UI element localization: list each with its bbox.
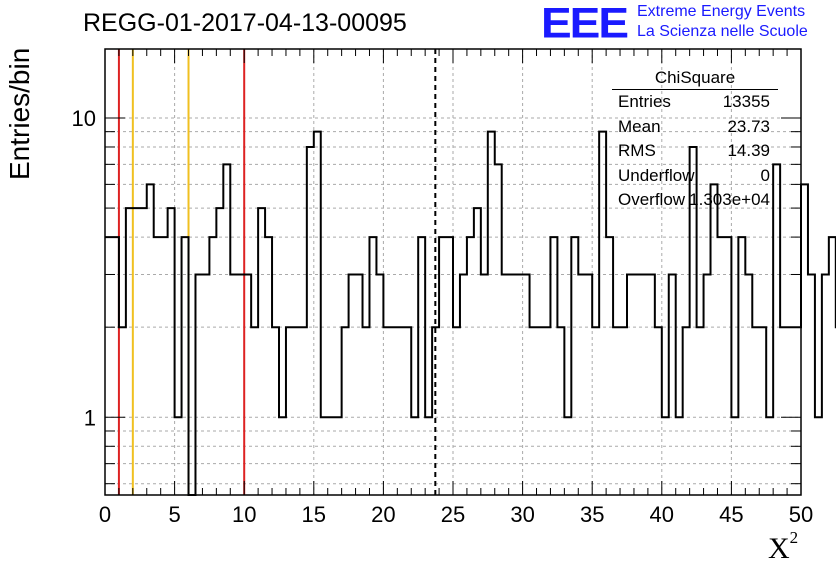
y-tick-label: 1 <box>84 405 96 430</box>
stats-value: 0 <box>760 165 770 185</box>
stats-row-underflow: Underflow 0 <box>612 164 778 189</box>
run-title: REGG-01-2017-04-13-00095 <box>83 9 407 37</box>
marker-lines <box>117 49 437 495</box>
stats-row-rms: RMS 14.39 <box>612 139 778 164</box>
x-tick-label: 10 <box>232 502 256 527</box>
stats-label: Overflow <box>618 190 686 209</box>
x-tick-label: 45 <box>719 502 743 527</box>
x-tick-label: 5 <box>168 502 180 527</box>
x-tick-label: 15 <box>302 502 326 527</box>
stats-title: ChiSquare <box>612 68 778 90</box>
tick-labels: 0 5 10 15 20 25 30 35 40 45 50 1 10 <box>72 106 814 527</box>
stats-label: Entries <box>618 92 671 111</box>
stats-value: 14.39 <box>727 141 770 160</box>
stats-value: 13355 <box>722 92 770 111</box>
x-tick-label: 25 <box>441 502 465 527</box>
stats-value: 23.73 <box>727 116 770 136</box>
y-tick-label: 10 <box>72 106 96 131</box>
stats-row-overflow: Overflow 1.303e+04 <box>612 188 778 213</box>
logo-caption-line1: Extreme Energy Events <box>637 3 806 20</box>
axis-ticks <box>104 49 802 495</box>
stats-label: RMS <box>618 141 656 160</box>
x-tick-label: 30 <box>510 502 534 527</box>
stats-row-mean: Mean 23.73 <box>612 115 778 140</box>
x-axis-label: X2 <box>768 528 798 566</box>
x-tick-label: 40 <box>650 502 674 527</box>
x-tick-label: 35 <box>580 502 604 527</box>
stats-label: Mean <box>618 116 661 136</box>
eee-logo: EEE <box>541 0 629 47</box>
y-axis-label: Entries/bin <box>4 47 35 180</box>
histogram-outline <box>105 130 836 496</box>
x-axis-label-base: X <box>768 532 790 565</box>
stats-value: 1.303e+04 <box>689 190 770 209</box>
logo-caption-line2: La Scienza nelle Scuole <box>637 23 808 40</box>
x-tick-label: 0 <box>99 502 111 527</box>
stats-box: ChiSquare Entries 13355 Mean 23.73 RMS 14.3… <box>612 68 778 213</box>
stats-row-entries: Entries 13355 <box>612 90 778 115</box>
x-tick-label: 20 <box>371 502 395 527</box>
x-tick-label: 50 <box>789 502 813 527</box>
stats-label: Underflow <box>618 165 695 185</box>
x-axis-label-exponent: 2 <box>789 528 799 547</box>
